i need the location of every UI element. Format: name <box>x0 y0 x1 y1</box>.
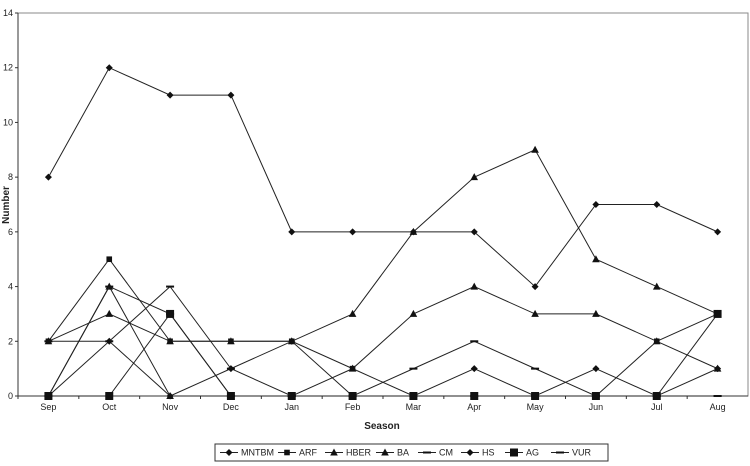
series-line-arf <box>48 258 718 397</box>
data-point-ag <box>166 309 175 318</box>
series-group <box>44 64 722 400</box>
y-axis-title: Number <box>1 186 12 224</box>
data-point-ag <box>44 392 53 400</box>
data-point-hber <box>166 337 174 345</box>
data-point-hs <box>714 365 722 373</box>
x-tick-label: Oct <box>102 402 117 412</box>
data-point-hs <box>166 392 174 400</box>
series-ag <box>44 309 722 400</box>
series-line-vur <box>48 285 718 397</box>
y-tick-label: 14 <box>3 8 13 18</box>
data-point-mntbm <box>227 91 235 99</box>
legend-label-vur: VUR <box>572 448 592 458</box>
x-tick-label: Sep <box>40 402 56 412</box>
x-axis-title: Season <box>364 421 400 432</box>
series-ba <box>44 282 722 399</box>
data-point-hber <box>105 309 114 317</box>
legend-marker-ag <box>510 448 518 457</box>
axes: 0 2 4 6 8 10 12 14 Sep Oct Nov Dec Jan Feb Mar Apr May Ju… <box>3 8 748 412</box>
data-point-ba <box>531 309 539 317</box>
series-line-mntbm <box>47 67 718 288</box>
x-tick-label: Aug <box>710 402 726 412</box>
x-tick-label: Jan <box>284 402 299 412</box>
data-point-mntbm <box>105 64 113 72</box>
data-point-ag <box>105 392 114 400</box>
series-mntbm <box>44 64 722 291</box>
x-tick-label: Nov <box>162 402 179 412</box>
legend-marker-hs <box>466 449 474 456</box>
series-line-hs <box>48 340 718 397</box>
data-point-mntbm <box>714 228 722 236</box>
legend-label-mntbm: MNTBM <box>241 448 274 458</box>
data-point-hber <box>592 255 600 263</box>
data-point-ba <box>470 282 479 290</box>
data-point-hber <box>470 173 479 181</box>
data-point-hs <box>592 365 600 373</box>
legend-marker-ba <box>381 448 389 456</box>
data-point-mntbm <box>531 283 539 291</box>
y-tick-label: 4 <box>8 282 13 292</box>
data-point-ag <box>226 392 235 400</box>
y-tick-label: 0 <box>8 391 13 401</box>
data-point-ag <box>713 309 722 318</box>
data-point-ba <box>348 364 357 372</box>
legend-label-ag: AG <box>526 448 539 458</box>
series-arf <box>45 256 721 399</box>
data-point-hs <box>288 337 296 345</box>
x-tick-label: Dec <box>223 402 240 412</box>
data-point-mntbm <box>653 201 661 208</box>
x-tick-label: Apr <box>467 402 481 412</box>
data-point-hber <box>652 282 661 290</box>
x-tick-label: Feb <box>345 402 361 412</box>
data-point-hber <box>409 227 418 235</box>
y-tick-label: 8 <box>8 172 13 182</box>
legend-label-arf: ARF <box>299 448 318 458</box>
legend-marker-arf <box>284 449 290 456</box>
y-tick-label: 10 <box>3 117 13 127</box>
y-tick-label: 12 <box>3 63 13 73</box>
data-point-hber <box>348 309 357 317</box>
x-tick-label: Jun <box>589 402 604 412</box>
legend-label-cm: CM <box>439 448 453 458</box>
data-point-hber <box>227 337 235 345</box>
y-tick-label: 2 <box>8 336 13 346</box>
legend-label-hs: HS <box>482 448 495 458</box>
data-point-hs <box>470 365 478 373</box>
legend: MNTBM ARF HBER BA CM HS AG VUR <box>214 443 609 462</box>
x-tick-label: Jul <box>651 402 663 412</box>
data-point-mntbm <box>288 228 296 236</box>
data-point-mntbm <box>592 201 600 208</box>
series-line-ag <box>48 313 718 397</box>
data-point-mntbm <box>166 91 174 99</box>
x-tick-label: May <box>527 402 545 412</box>
series-hber <box>44 145 722 345</box>
series-line-ba <box>47 285 718 397</box>
legend-label-hber: HBER <box>346 448 372 458</box>
series-vur <box>44 285 722 397</box>
data-point-ba <box>409 309 418 317</box>
legend-label-ba: BA <box>397 448 409 458</box>
data-point-mntbm <box>349 228 357 236</box>
series-line-hber <box>48 149 718 342</box>
data-point-ba <box>652 337 661 345</box>
data-point-ba <box>592 309 600 317</box>
data-point-mntbm <box>44 173 52 181</box>
data-point-hber <box>531 145 539 153</box>
data-point-arf <box>106 256 113 263</box>
x-tick-label: Mar <box>406 402 422 412</box>
y-tick-label: 6 <box>8 227 13 237</box>
legend-marker-mntbm <box>225 449 233 456</box>
legend-box <box>214 443 609 462</box>
legend-marker-hber <box>330 448 338 456</box>
series-hs <box>44 337 722 400</box>
data-point-mntbm <box>470 228 478 236</box>
